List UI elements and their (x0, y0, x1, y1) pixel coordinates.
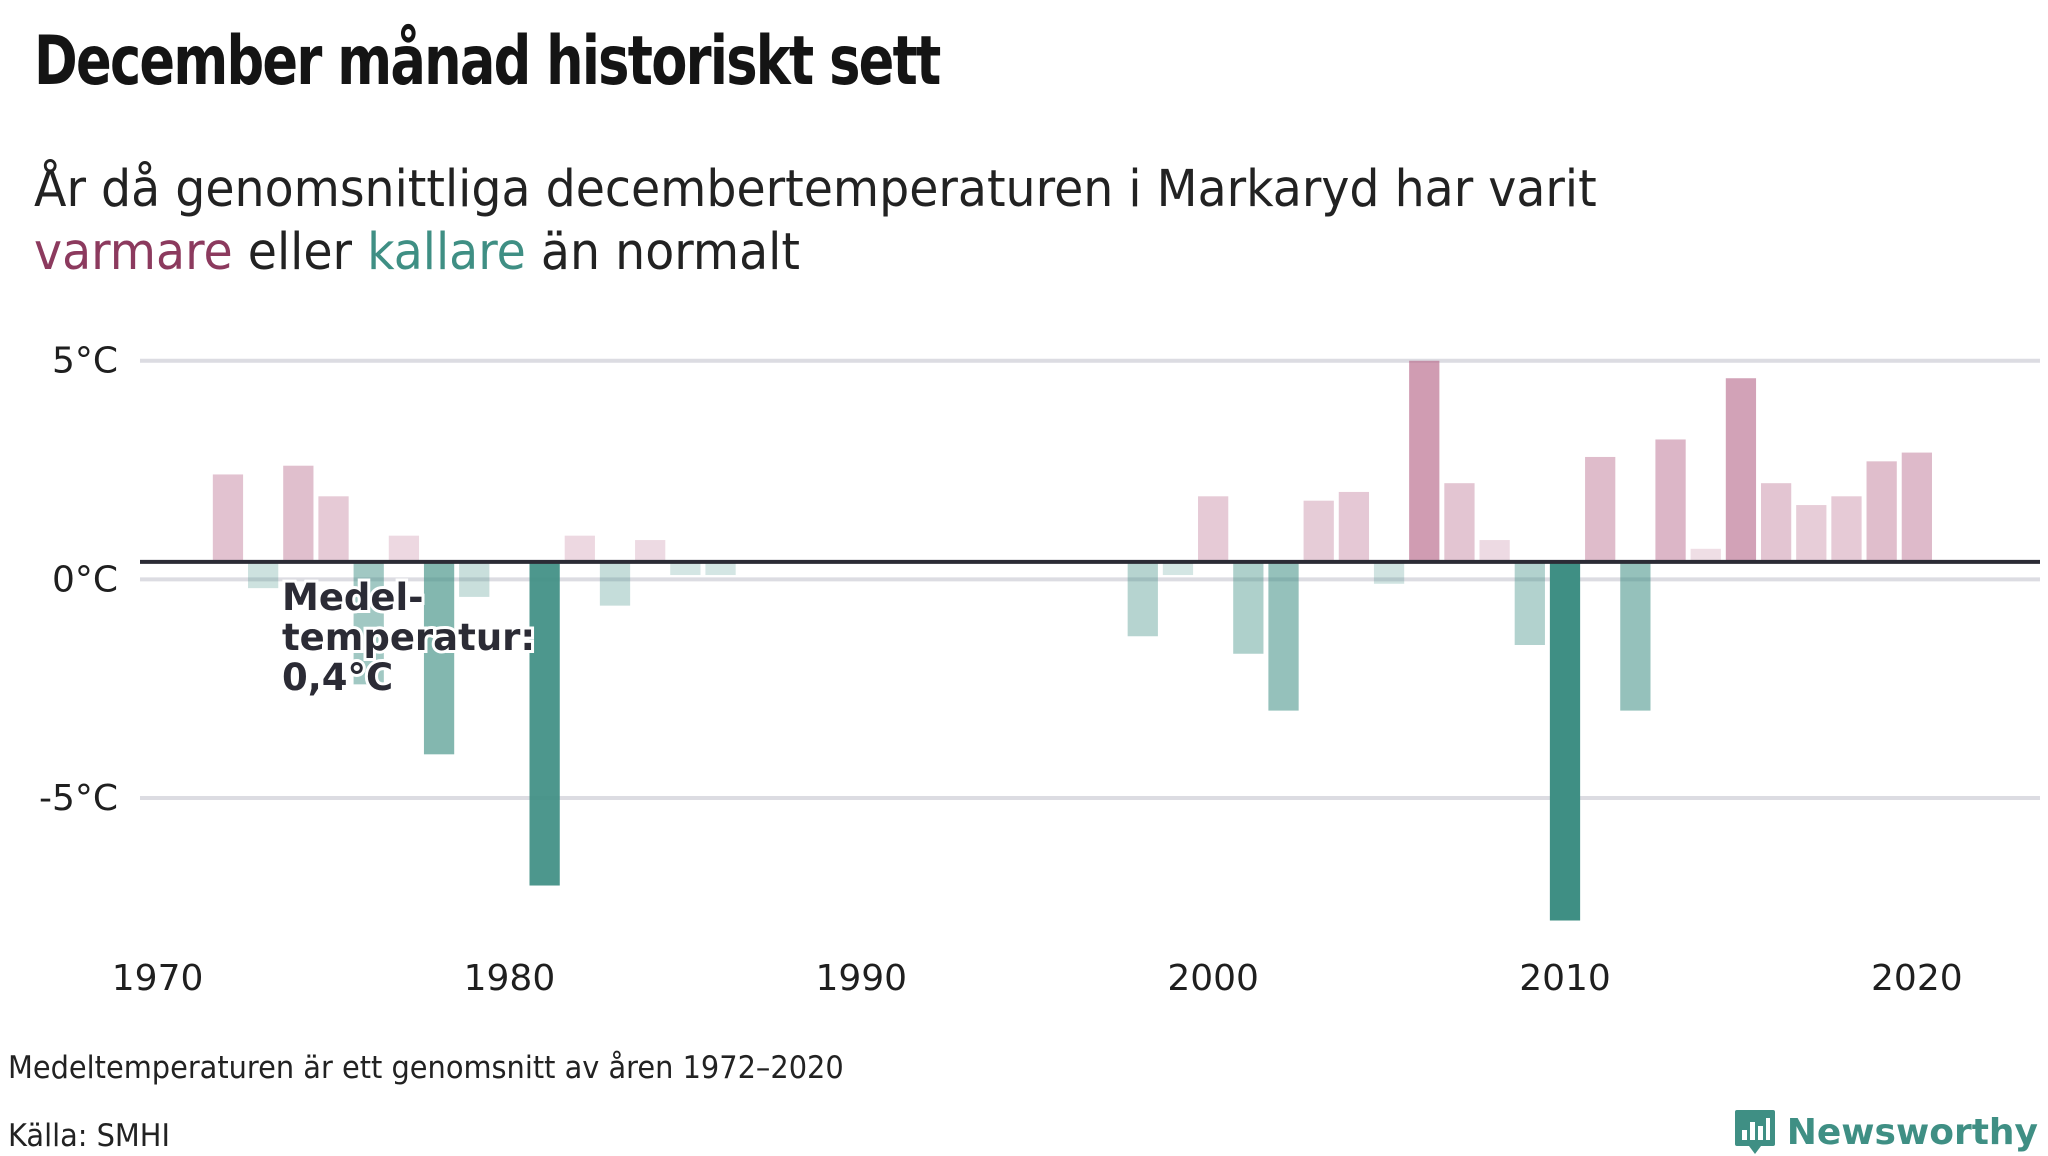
subtitle-prefix: År då genomsnittliga decembertemperature… (34, 160, 1597, 219)
bar-1977 (388, 535, 420, 562)
x-tick-label: 1980 (464, 958, 556, 999)
bar-1983 (599, 561, 631, 606)
bar-2009 (1514, 561, 1545, 645)
bar-2013 (1655, 439, 1686, 562)
bar-2017 (1796, 505, 1827, 562)
bar-2010 (1549, 561, 1581, 921)
bar-2006 (1409, 360, 1440, 562)
bar-1999 (1162, 561, 1194, 576)
subtitle-middle: eller (232, 223, 368, 282)
newsworthy-logo-icon (1734, 1110, 1775, 1154)
bar-2020 (1901, 452, 1932, 562)
bar-2018 (1831, 496, 1862, 562)
bar-1973 (248, 561, 279, 589)
x-tick-label: 2010 (1519, 958, 1611, 999)
bar-2016 (1760, 483, 1792, 562)
bar-2012 (1620, 561, 1651, 711)
bar-1976 (353, 561, 384, 685)
brand-logo: Newsworthy (1733, 1108, 2038, 1156)
source-credit: Källa: SMHI (8, 1118, 170, 1154)
mean-annotation-line: temperatur: (282, 616, 535, 659)
mean-layer: Medel-temperatur:0,4°C (140, 559, 2040, 702)
x-tick-label: 2020 (1871, 958, 1963, 999)
axis-layer: 5°C 0°C -5°C 1970 1980 1990 2000 2010 2020 (39, 341, 1963, 999)
subtitle-suffix: än normalt (525, 223, 800, 282)
bar-1984 (635, 540, 666, 562)
bar-1979 (459, 561, 490, 597)
bar-2015 (1725, 378, 1757, 562)
bar-2019 (1866, 461, 1897, 562)
bar-2014 (1690, 548, 1721, 562)
bar-2003 (1303, 500, 1334, 562)
bar-2008 (1479, 540, 1510, 562)
mean-annotation-line: Medel- (282, 576, 424, 619)
mean-annotation-line: 0,4°C (282, 656, 393, 699)
subtitle-cold-word: kallare (367, 223, 526, 282)
x-tick-label: 2000 (1167, 958, 1259, 999)
y-tick-label: 0°C (52, 559, 118, 600)
bar-1981 (529, 561, 560, 886)
footnote: Medeltemperaturen är ett genomsnitt av å… (8, 1050, 844, 1086)
bar-1998 (1127, 561, 1158, 637)
bar-2000 (1198, 496, 1229, 562)
bar-layer (212, 360, 1932, 921)
bar-1974 (283, 465, 314, 562)
x-tick-label: 1990 (815, 958, 907, 999)
bar-1975 (318, 496, 349, 562)
bar-2005 (1373, 561, 1405, 584)
bar-1986 (705, 561, 736, 576)
chart-subtitle: År då genomsnittliga decembertemperature… (34, 158, 1801, 284)
bar-2001 (1233, 561, 1264, 654)
y-tick-label: 5°C (52, 341, 118, 382)
bar-1978 (423, 561, 455, 755)
bar-2002 (1268, 561, 1299, 711)
bar-1985 (670, 561, 701, 576)
bar-2011 (1585, 456, 1616, 562)
bar-2007 (1444, 483, 1475, 562)
bar-1972 (212, 474, 244, 562)
grid-layer (140, 358, 2040, 801)
x-tick-label: 1970 (112, 958, 204, 999)
chart-title: December månad historiskt sett (34, 22, 941, 101)
temperature-bar-chart: Medel-temperatur:0,4°C 5°C 0°C -5°C 1970 198… (39, 341, 2040, 999)
subtitle-warm-word: varmare (34, 223, 233, 282)
y-tick-label: -5°C (39, 778, 118, 819)
bar-1982 (564, 535, 595, 562)
bar-2004 (1338, 491, 1370, 562)
brand-name: Newsworthy (1786, 1111, 2038, 1153)
